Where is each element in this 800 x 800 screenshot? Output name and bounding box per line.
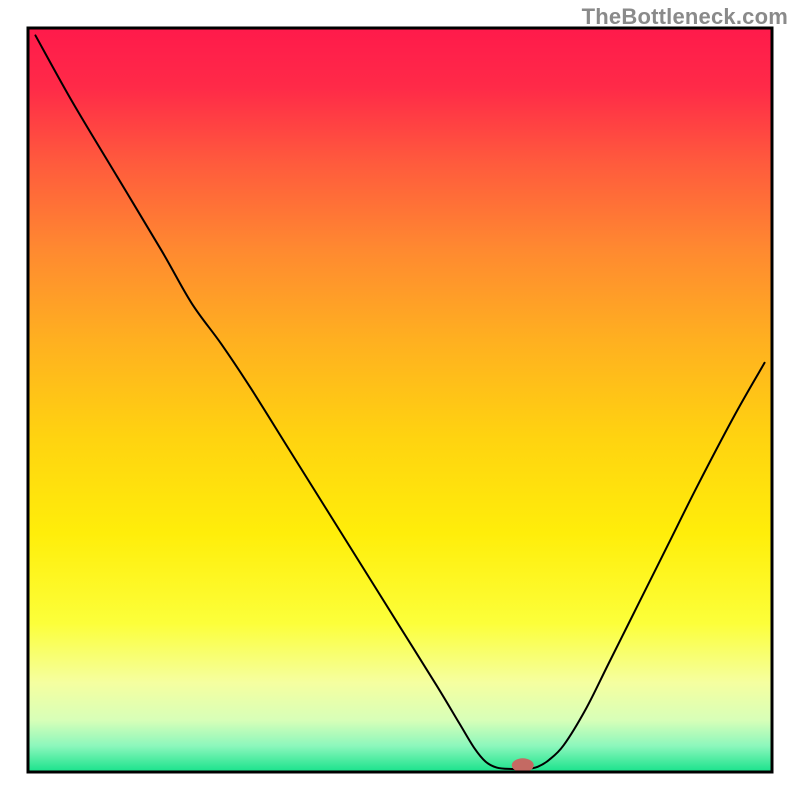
chart-background xyxy=(28,28,772,772)
optimum-marker xyxy=(512,758,534,772)
bottleneck-chart xyxy=(0,0,800,800)
chart-container: TheBottleneck.com xyxy=(0,0,800,800)
watermark-text: TheBottleneck.com xyxy=(582,4,788,30)
